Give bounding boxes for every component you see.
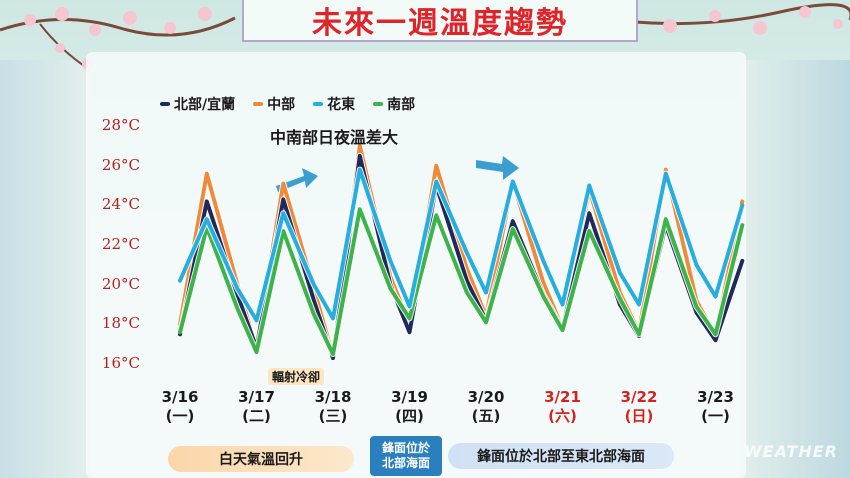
x-tick-weekday: (二)	[242, 407, 271, 425]
x-tick-date: 3/18	[314, 388, 352, 406]
cherry-blossom-left-decoration	[0, 7, 236, 71]
x-tick-date: 3/17	[238, 388, 275, 406]
y-tick-label: 18°C	[101, 314, 140, 333]
y-tick-label: 26°C	[101, 155, 140, 174]
trend-arrow-2	[476, 156, 519, 180]
legend-item-north: 北部/宜蘭	[160, 94, 235, 114]
x-tick-weekday: (日)	[624, 407, 654, 425]
x-tick-label: 3/23 (一)	[686, 388, 746, 426]
x-tick-label: 3/22 (日)	[609, 388, 669, 426]
legend: 北部/宜蘭 中部 花東 南部	[160, 94, 415, 114]
x-tick-date: 3/16	[161, 388, 199, 406]
x-tick-date: 3/21	[544, 388, 581, 406]
legend-swatch-north	[160, 102, 170, 106]
series-line-south	[178, 207, 745, 357]
series-line-east	[178, 167, 745, 323]
y-tick-label: 22°C	[101, 235, 140, 253]
x-tick-weekday: (三)	[318, 407, 348, 425]
legend-item-east: 花東	[313, 94, 355, 114]
trend-arrows	[276, 156, 519, 192]
legend-item-south: 南部	[373, 94, 415, 114]
x-tick-label: 3/20 (五)	[456, 388, 516, 426]
legend-swatch-south	[373, 102, 384, 106]
annotation-diurnal-range: 中南部日夜溫差大	[270, 128, 399, 147]
x-tick-date: 3/20	[467, 388, 505, 406]
y-tick-label: 20°C	[101, 274, 140, 293]
x-tick-weekday: (一)	[701, 407, 730, 425]
x-tick-weekday: (四)	[395, 407, 424, 425]
x-tick-label: 3/18 (三)	[303, 388, 363, 426]
x-tick-date: 3/19	[391, 388, 428, 406]
x-tick-label: 3/19 (四)	[380, 388, 440, 426]
chart-title: 未來一週溫度趨勢	[242, 0, 638, 42]
x-tick-label: 3/16 (一)	[150, 388, 210, 426]
x-tick-weekday: (六)	[548, 407, 577, 425]
legend-item-central: 中部	[253, 94, 295, 114]
background-right	[740, 60, 850, 478]
y-axis-ticks: 16°C 18°C 20°C 22°C 24°C 26°C 28°C	[88, 110, 140, 380]
front-label-line1: 鋒面位於	[381, 441, 430, 455]
x-tick-date: 3/23	[697, 388, 734, 406]
x-tick-label: 3/21 (六)	[533, 388, 593, 426]
x-tick-weekday: (一)	[165, 407, 195, 425]
legend-label-east: 花東	[327, 97, 356, 113]
x-tick-weekday: (五)	[471, 407, 501, 425]
legend-label-south: 南部	[387, 97, 416, 113]
front-north-sea-box: 鋒面位於 北部海面	[370, 436, 442, 476]
daytime-warming-bar: 白天氣溫回升	[168, 446, 354, 472]
y-tick-label: 16°C	[101, 354, 140, 372]
y-tick-label: 24°C	[101, 195, 140, 214]
legend-swatch-central	[253, 102, 264, 106]
front-location-bar: 鋒面位於北部至東北部海面	[448, 443, 674, 469]
x-axis-ticks: 3/16 (一) 3/17 (二) 3/18 (三) 3/19 (四) 3/20 (五) 3/21(…	[0, 388, 850, 438]
x-tick-date: 3/22	[620, 388, 658, 406]
legend-label-central: 中部	[267, 97, 296, 113]
x-tick-label: 3/17 (二)	[227, 388, 287, 426]
legend-label-north: 北部/宜蘭	[174, 97, 236, 113]
annotation-radiative-cooling: 輻射冷卻	[268, 368, 325, 385]
front-label-line2: 北部海面	[381, 456, 430, 470]
y-tick-label: 28°C	[101, 116, 140, 134]
background-left	[0, 60, 90, 478]
legend-swatch-east	[313, 102, 324, 106]
watermark-logo: WEATHER	[744, 442, 838, 461]
